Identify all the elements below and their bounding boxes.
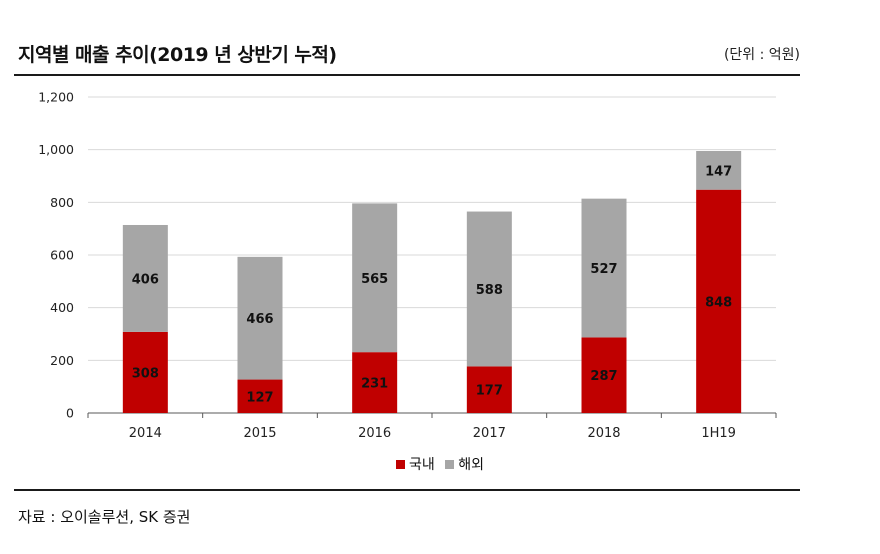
- bar-segment-overseas: [237, 256, 283, 380]
- data-label: 231: [361, 377, 388, 392]
- data-label: 588: [476, 283, 503, 298]
- bar-segment-domestic: [581, 337, 627, 413]
- data-label: 565: [361, 272, 388, 287]
- top-rule: [14, 74, 800, 76]
- unit-label: (단위 : 억원): [723, 47, 800, 63]
- legend-item-overseas: 해외: [445, 454, 484, 474]
- bar-segment-domestic: [237, 379, 283, 413]
- bottom-rule: [14, 489, 800, 491]
- x-tick-label: 2017: [473, 426, 506, 441]
- data-label: 177: [476, 384, 503, 399]
- y-tick-label: 0: [66, 406, 74, 421]
- x-tick-label: 2018: [587, 426, 620, 441]
- y-tick-label: 200: [50, 353, 74, 368]
- y-tick-label: 1,200: [38, 90, 74, 105]
- data-label: 527: [590, 262, 617, 277]
- legend: 국내 해외: [0, 454, 880, 474]
- bar-segment-domestic: [122, 331, 168, 413]
- bar-segment-domestic: [696, 189, 742, 413]
- data-label: 127: [246, 390, 273, 405]
- legend-label-overseas: 해외: [458, 457, 484, 473]
- data-label: 147: [705, 164, 732, 179]
- data-label: 287: [590, 369, 617, 384]
- y-tick-label: 1,000: [38, 142, 74, 157]
- legend-label-domestic: 국내: [409, 457, 435, 473]
- x-tick-label: 2014: [129, 426, 162, 441]
- legend-item-domestic: 국내: [396, 454, 435, 474]
- bar-segment-domestic: [352, 352, 398, 413]
- x-tick-label: 2015: [243, 426, 276, 441]
- data-label: 466: [246, 312, 273, 327]
- x-tick-label: 1H19: [701, 426, 736, 441]
- bar-segment-overseas: [352, 203, 398, 353]
- legend-swatch-overseas: [445, 459, 455, 469]
- legend-swatch-domestic: [396, 459, 405, 469]
- y-tick-label: 800: [50, 195, 74, 210]
- bar-segment-overseas: [466, 211, 512, 367]
- data-label: 406: [132, 272, 159, 287]
- bar-segment-overseas: [696, 150, 742, 190]
- y-tick-label: 600: [50, 248, 74, 263]
- bar-segment-domestic: [466, 366, 512, 413]
- y-tick-label: 400: [50, 300, 74, 315]
- bar-segment-overseas: [122, 224, 168, 332]
- data-label: 308: [132, 366, 159, 381]
- x-tick-label: 2016: [358, 426, 391, 441]
- source-note: 자료 : 오이솔루션, SK 증권: [18, 508, 191, 526]
- chart-title: 지역별 매출 추이(2019 년 상반기 누적): [18, 44, 337, 66]
- bar-segment-overseas: [581, 198, 627, 338]
- data-label: 848: [705, 295, 732, 310]
